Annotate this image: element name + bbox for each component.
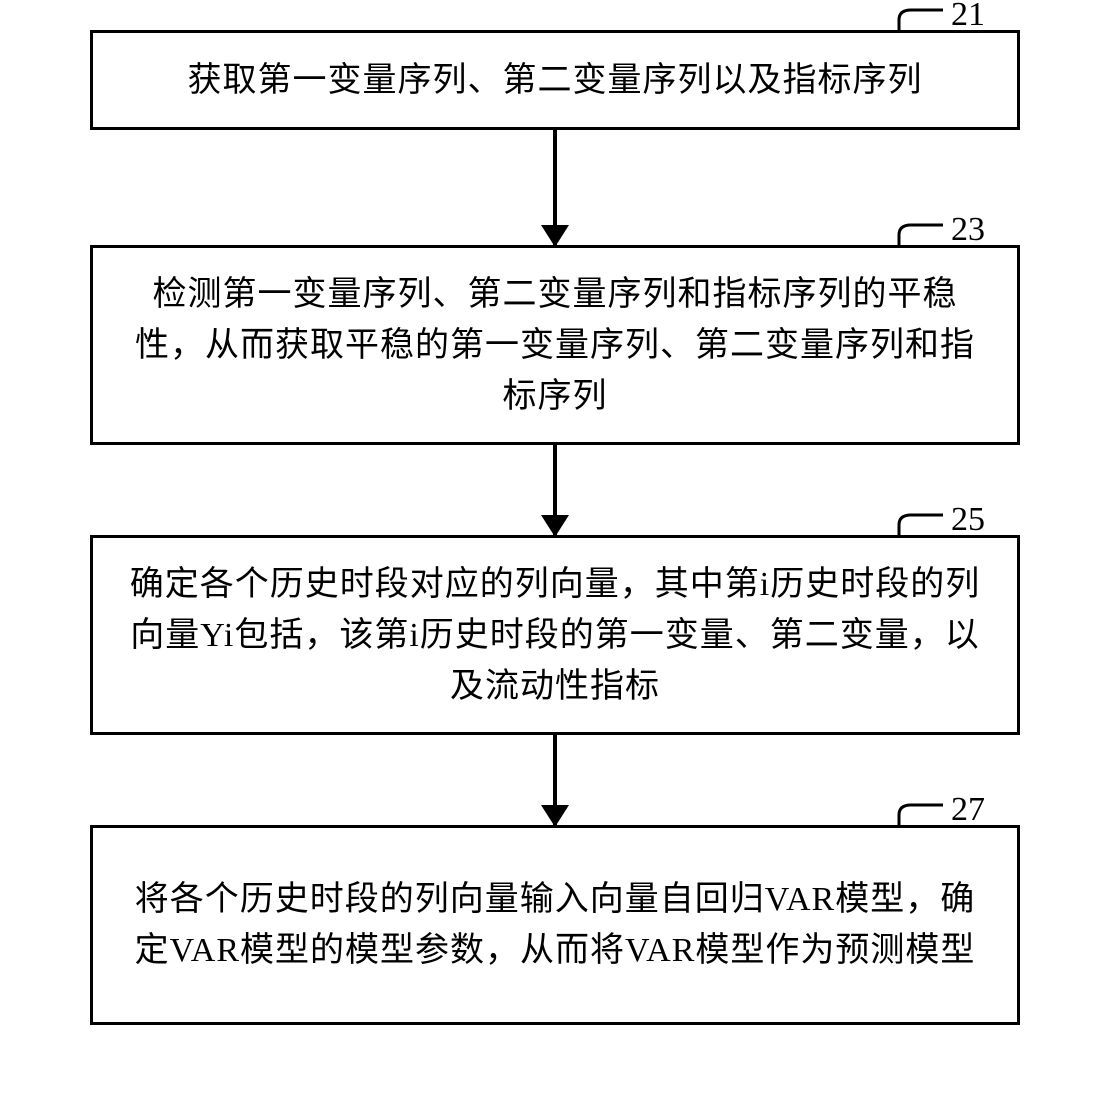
step-text: 获取第一变量序列、第二变量序列以及指标序列 bbox=[188, 55, 923, 106]
flow-arrow bbox=[553, 130, 557, 245]
flowchart-box: 将各个历史时段的列向量输入向量自回归VAR模型，确定VAR模型的模型参数，从而将… bbox=[90, 825, 1020, 1025]
flowchart-box: 确定各个历史时段对应的列向量，其中第i历史时段的列向量Yi包括，该第i历史时段的… bbox=[90, 535, 1020, 735]
flow-arrow bbox=[553, 735, 557, 825]
flowchart-step: 21 获取第一变量序列、第二变量序列以及指标序列 bbox=[75, 30, 1035, 130]
step-text: 将各个历史时段的列向量输入向量自回归VAR模型，确定VAR模型的模型参数，从而将… bbox=[123, 874, 987, 976]
flow-arrow bbox=[553, 445, 557, 535]
flowchart-box: 检测第一变量序列、第二变量序列和指标序列的平稳性，从而获取平稳的第一变量序列、第… bbox=[90, 245, 1020, 445]
flowchart-step: 25 确定各个历史时段对应的列向量，其中第i历史时段的列向量Yi包括，该第i历史… bbox=[75, 535, 1035, 735]
flowchart-step: 27 将各个历史时段的列向量输入向量自回归VAR模型，确定VAR模型的模型参数，… bbox=[75, 825, 1035, 1025]
step-text: 确定各个历史时段对应的列向量，其中第i历史时段的列向量Yi包括，该第i历史时段的… bbox=[123, 559, 987, 712]
flowchart-box: 获取第一变量序列、第二变量序列以及指标序列 bbox=[90, 30, 1020, 130]
step-text: 检测第一变量序列、第二变量序列和指标序列的平稳性，从而获取平稳的第一变量序列、第… bbox=[123, 269, 987, 422]
flowchart-step: 23 检测第一变量序列、第二变量序列和指标序列的平稳性，从而获取平稳的第一变量序… bbox=[75, 245, 1035, 445]
flowchart-container: 21 获取第一变量序列、第二变量序列以及指标序列 23 检测第一变量序列、第二变… bbox=[75, 30, 1035, 1025]
